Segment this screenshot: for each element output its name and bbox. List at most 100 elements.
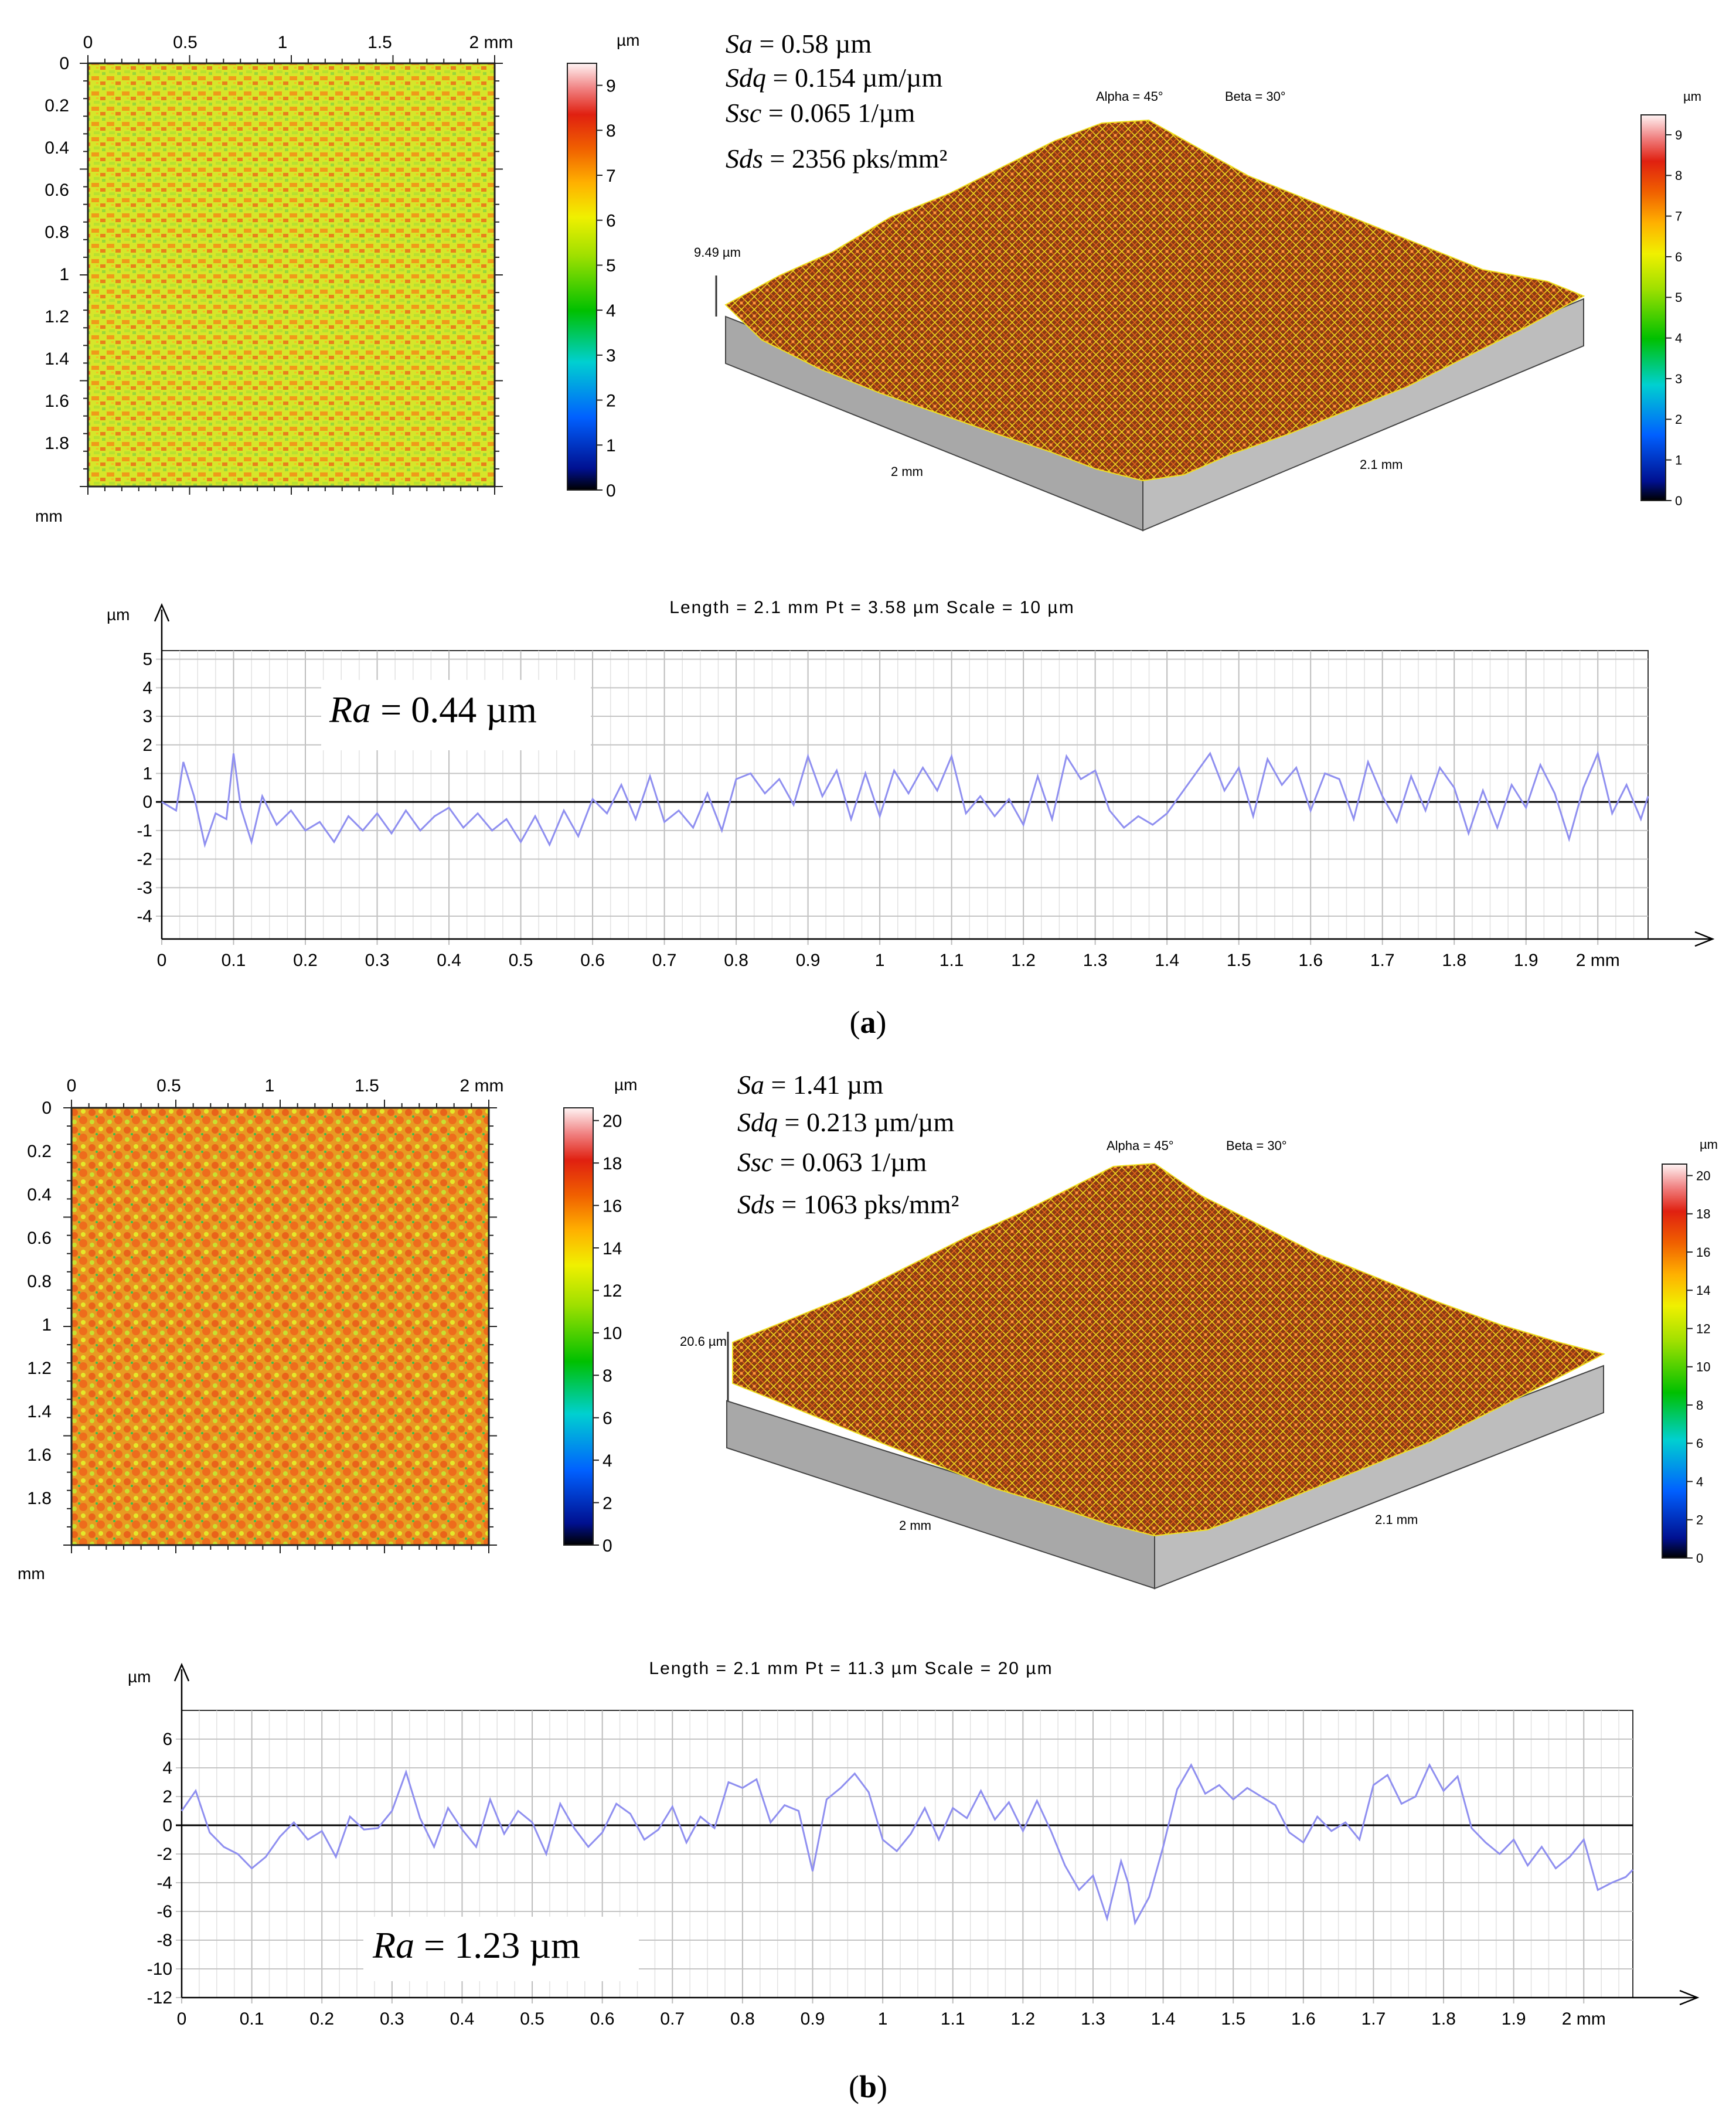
x-tick-label: 1.9 [1514,951,1538,970]
y-tick-label: -10 [147,1959,172,1979]
x-tick-label: 1 [878,2009,888,2029]
x-tick-label: 1.7 [1370,951,1395,970]
panel-a-caption: (a) [850,1005,887,1040]
colorbar-tick-label: 5 [1675,290,1682,305]
panel-a-height-label: 9.49 µm [694,245,741,260]
x-tick-label: 0.8 [724,951,748,970]
colorbar-tick-label: 8 [606,121,616,141]
panel-a-map-ytick: 0.6 [45,181,69,200]
x-tick-label: 0.8 [730,2009,755,2029]
colorbar-tick-label: 3 [1675,372,1682,386]
colorbar-tick-label: 0 [1675,494,1682,508]
colorbar-tick-label: 6 [1675,250,1682,264]
panel-a-profile-header: Length = 2.1 mm Pt = 3.58 µm Scale = 10 … [669,598,1074,617]
param-ssc: Ssc = 0.065 1/µm [726,98,915,128]
param-symbol: Ssc [726,98,761,128]
panel-b-map-xtick: 1.5 [355,1076,379,1096]
panel-a-map-ytick: 1.6 [45,392,69,411]
panel-b-ra-box [363,1917,639,1981]
colorbar-tick-label: 4 [1696,1474,1703,1489]
panel-a-3d-colorbar-scale [1640,114,1666,501]
param-symbol: Sa [737,1070,764,1100]
panel-a-profile-plot: 0 0.1 0.2 0.3 0.4 0.5 0.6 0.7 0.8 0.9 1 1.1 1.2 1.3 1.… [137,603,1715,970]
panel-a-map-ytick: 1.2 [45,307,69,326]
caption-letter: a [860,1005,876,1040]
colorbar-tick-label: 1 [606,436,616,455]
panel-a-length-left: 2 mm [891,464,923,479]
x-tick-label: 1.4 [1155,951,1179,970]
panel-b-map-xtick: 1 [265,1076,275,1096]
param-sa: Sa = 1.41 µm [737,1070,883,1100]
x-tick-label: 1.3 [1083,951,1108,970]
panel-a-beta: Beta = 30° [1225,89,1286,104]
panel-a-map-ytick: 0.2 [45,96,69,115]
panel-b-3d-view: Alpha = 45° Beta = 30° 20.6 µm 2 mm 2.1 … [680,1138,1605,1590]
param-value: = 0.213 µm/µm [778,1107,955,1137]
panel-b: 0 0.5 1 1.5 2 mm 0 0.2 0.4 0.6 0.8 1 1.2… [18,1070,1718,2104]
panel-a-ra: Ra = 0.44 µm [329,689,537,730]
panel-a-map-ytick: 1.8 [45,434,69,453]
panel-b-map-yunit: mm [18,1564,45,1583]
x-tick-label: 0 [157,951,167,970]
colorbar-tick-label: 8 [1675,168,1682,183]
panel-a-map-yunit: mm [35,507,63,525]
panel-b-3d-colorbar-ticks: 0 2 4 6 8 10 12 14 16 18 20 [1687,1168,1710,1566]
panel-b-profile-header: Length = 2.1 mm Pt = 11.3 µm Scale = 20 … [649,1659,1053,1678]
colorbar-tick-label: 4 [603,1451,612,1471]
x-tick-label: 0.3 [380,2009,404,2029]
panel-a-ra-box [321,680,591,750]
ra-value: = 1.23 µm [414,1924,580,1966]
x-tick-label: 1.4 [1151,2009,1176,2029]
param-value: = 2356 pks/mm² [763,144,947,174]
colorbar-tick-label: 4 [606,301,616,321]
x-tick-label: 1.2 [1011,951,1036,970]
y-tick-label: -6 [156,1902,172,1921]
param-sa: Sa = 0.58 µm [726,29,872,59]
panel-b-map-ytick: 1.8 [27,1489,52,1508]
panel-b-ra: Ra = 1.23 µm [372,1924,580,1966]
panel-b-beta: Beta = 30° [1226,1138,1287,1153]
colorbar-tick-label: 3 [606,346,616,366]
panel-a-3d-surface [724,119,1585,482]
colorbar-tick-label: 20 [1696,1168,1710,1183]
x-tick-label: 0 [177,2009,187,2029]
panel-b-profile: Length = 2.1 mm Pt = 11.3 µm Scale = 20 … [128,1659,1700,2029]
panel-b-3d-colorbar: µm 0 2 4 6 8 10 12 14 16 18 20 [1662,1137,1718,1566]
panel-a-colorbar-scale [567,63,597,491]
colorbar-tick-label: 16 [603,1196,622,1216]
panel-b-map-ytick: 0 [42,1098,52,1118]
panel-b-map-xtick: 2 mm [460,1076,504,1096]
y-tick-label: -8 [156,1931,172,1950]
colorbar-tick-label: 12 [603,1281,622,1301]
profile-series-line [161,750,1649,848]
x-axis-arrow [1679,1989,1700,2006]
param-symbol: Sds [726,144,763,174]
panel-b-length-right: 2.1 mm [1375,1512,1418,1527]
panel-a-map-ticks [80,55,503,495]
panel-b-height-map [72,1108,489,1545]
x-tick-label: 0.2 [293,951,318,970]
colorbar-tick-label: 9 [1675,128,1682,142]
colorbar-tick-label: 2 [1675,412,1682,427]
panel-b-caption: (b) [849,2069,887,2104]
colorbar-tick-label: 0 [606,481,616,501]
colorbar-tick-label: 5 [606,256,616,275]
x-tick-label: 1.6 [1298,951,1323,970]
x-tick-label: 0.1 [222,951,246,970]
x-tick-label: 1.8 [1442,951,1466,970]
x-tick-label: 2 mm [1576,951,1620,970]
panel-b-3d-colorbar-scale [1662,1164,1687,1559]
y-tick-label: 4 [162,1758,172,1778]
panel-a-alpha: Alpha = 45° [1096,89,1163,104]
y-tick-label: -4 [137,907,152,926]
panel-b-3d-surface [732,1162,1605,1537]
x-tick-label: 0.1 [240,2009,264,2029]
y-tick-label: 6 [162,1730,172,1749]
panel-b-map-ytick: 1.6 [27,1445,52,1465]
y-tick-label: 2 [162,1787,172,1807]
panel-b-colorbar-scale [563,1107,594,1546]
y-tick-label: 3 [142,707,152,726]
colorbar-tick-label: 20 [603,1112,622,1131]
y-tick-label: -2 [137,850,152,869]
